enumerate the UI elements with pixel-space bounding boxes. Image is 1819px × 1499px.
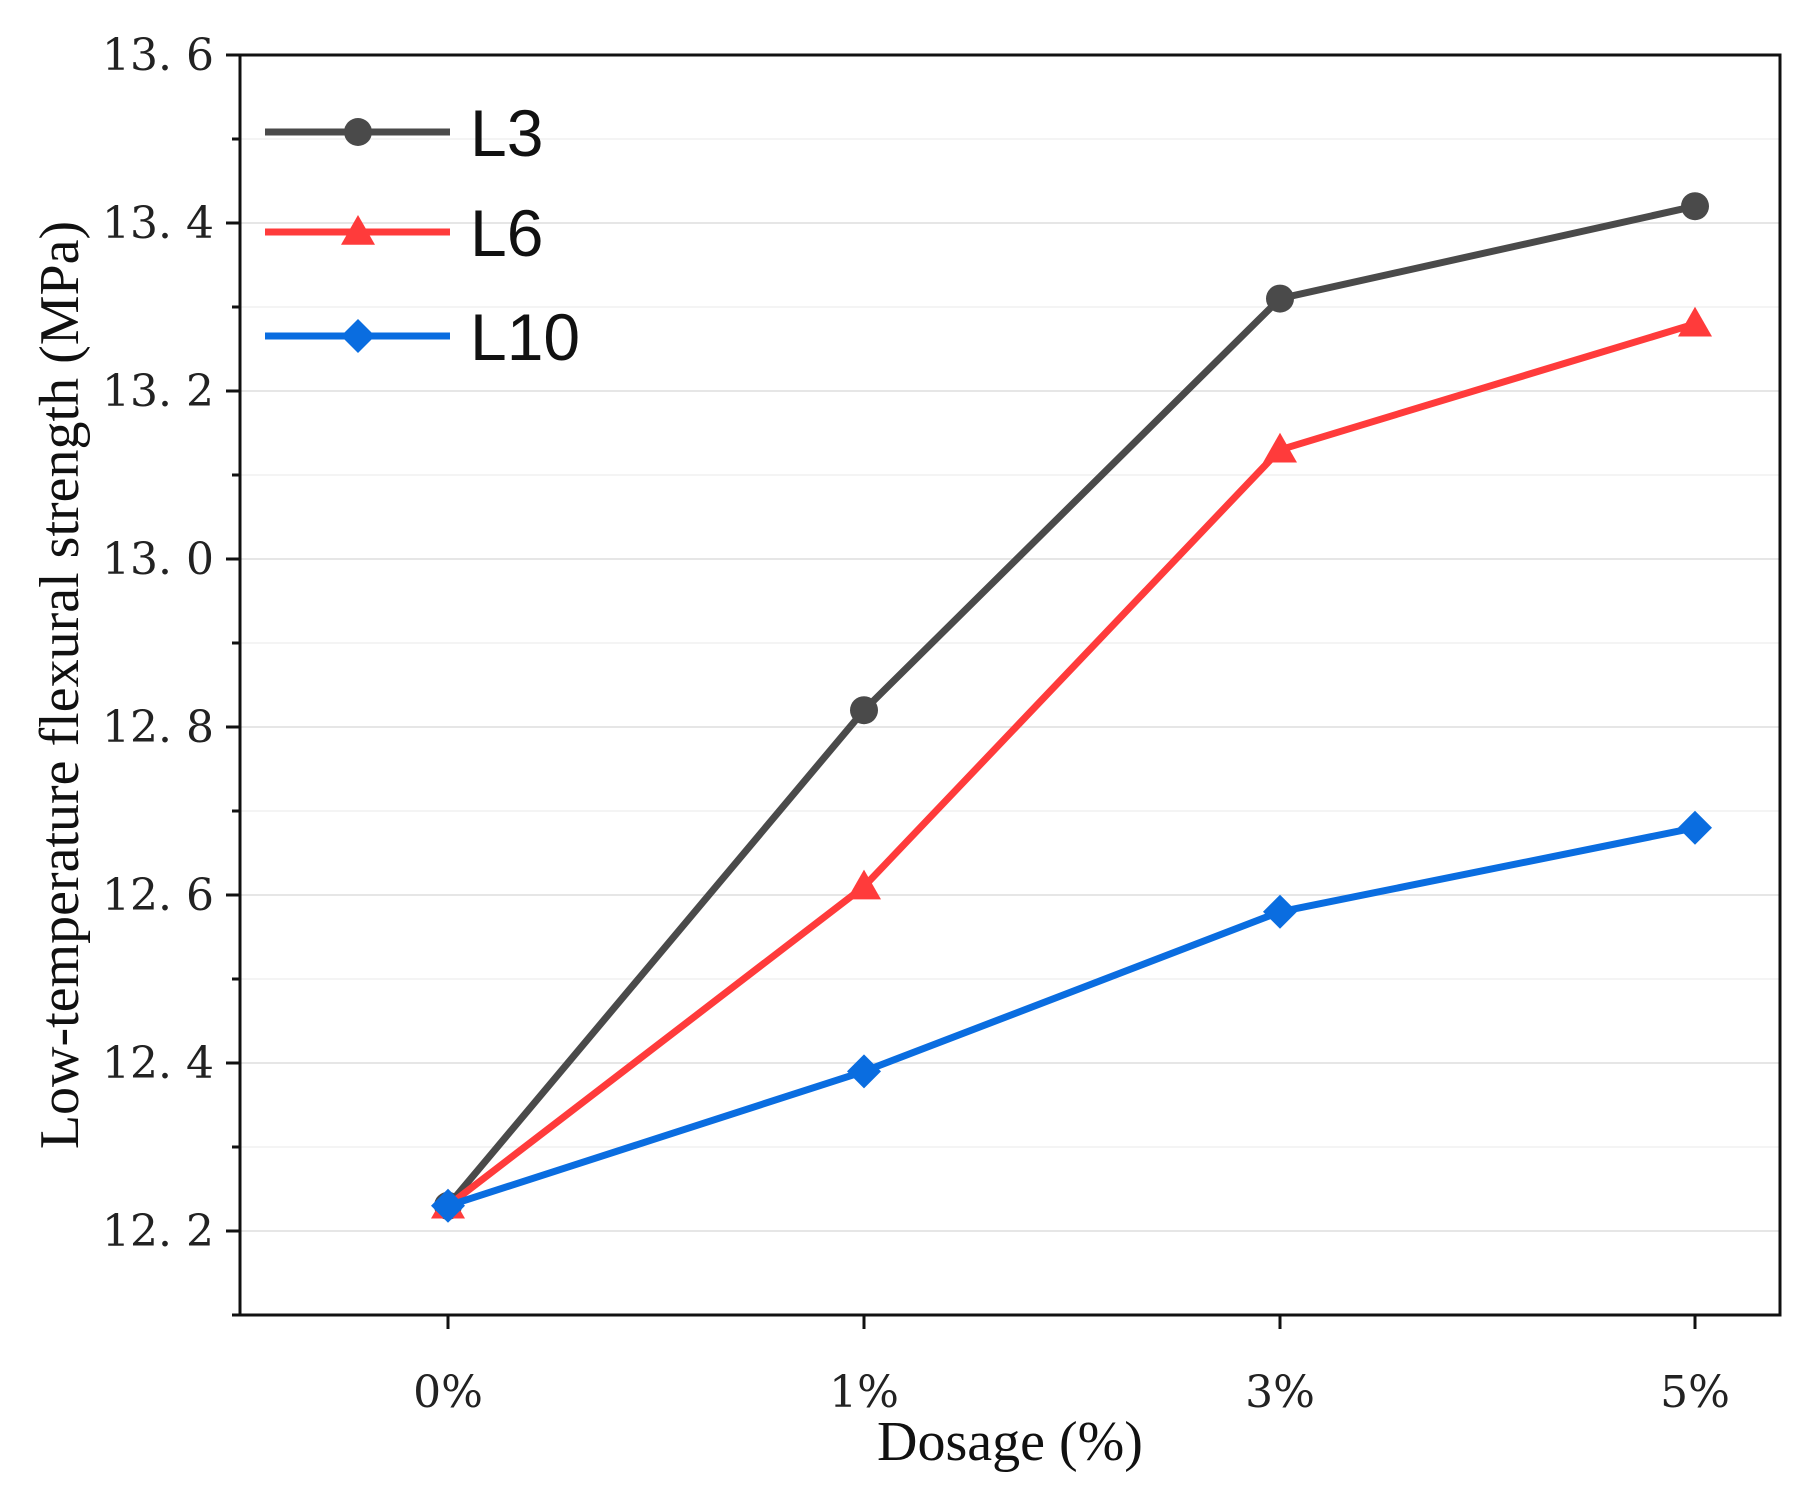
data-point-L3 <box>1266 284 1294 313</box>
data-point-L6 <box>1263 432 1297 463</box>
y-axis-ticks: 12. 2 12. 4 12. 6 12. 8 13. 0 13. 2 13. 4 13. 6 <box>102 30 240 1317</box>
x-tick-label: 1% <box>829 1367 899 1418</box>
legend-label-L3: L3 <box>470 96 543 170</box>
legend-label-L6: L6 <box>470 196 543 270</box>
y-tick-label: 12. 4 <box>102 1038 214 1089</box>
y-tick-label: 13. 2 <box>102 366 214 417</box>
y-tick-label: 12. 2 <box>102 1206 214 1257</box>
y-tick-label: 12. 8 <box>102 702 214 753</box>
y-tick-label: 12. 6 <box>102 870 214 921</box>
series-line-L6 <box>445 320 1697 1209</box>
series-line-L10 <box>446 824 1696 1210</box>
data-point-L10 <box>431 1188 465 1223</box>
data-point-L3 <box>850 696 878 725</box>
series-layer <box>431 192 1712 1223</box>
x-axis-ticks: 0% 1% 3% 5% <box>413 1315 1730 1418</box>
legend-marker-L6 <box>341 215 375 245</box>
x-tick-label: 3% <box>1245 1367 1315 1418</box>
data-point-L10 <box>1678 810 1712 845</box>
legend: L3 L6 L10 <box>265 96 580 374</box>
x-tick-label: 5% <box>1660 1367 1730 1418</box>
grid <box>240 54 1780 1316</box>
y-tick-label: 13. 4 <box>102 198 214 249</box>
data-point-L10 <box>847 1054 881 1089</box>
data-point-L3 <box>1681 192 1709 221</box>
y-axis-title: Low-temperature flexural strength (MPa) <box>29 221 91 1149</box>
legend-marker-L3 <box>344 118 372 146</box>
series-line-L3 <box>445 202 1696 1209</box>
series-L10 <box>431 810 1712 1223</box>
data-point-L6 <box>847 869 881 900</box>
legend-label-L10: L10 <box>470 300 580 374</box>
x-tick-label: 0% <box>413 1367 483 1418</box>
y-tick-label: 13. 6 <box>102 30 214 81</box>
series-L6 <box>431 306 1712 1219</box>
x-axis-title: Dosage (%) <box>877 1411 1143 1473</box>
y-tick-label: 13. 0 <box>102 534 214 585</box>
data-point-L6 <box>1678 306 1712 337</box>
data-point-L10 <box>1263 894 1297 929</box>
plot-frame <box>238 53 1782 1317</box>
legend-marker-L10 <box>341 319 375 353</box>
